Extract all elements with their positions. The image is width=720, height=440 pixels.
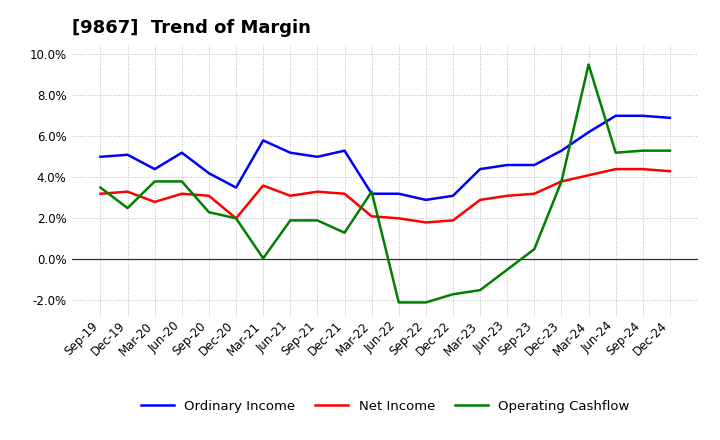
Ordinary Income [557, 148, 566, 153]
Operating Cashflow [503, 267, 511, 272]
Operating Cashflow [421, 300, 430, 305]
Operating Cashflow [665, 148, 674, 153]
Ordinary Income [611, 113, 620, 118]
Ordinary Income [204, 171, 213, 176]
Line: Ordinary Income: Ordinary Income [101, 116, 670, 200]
Operating Cashflow [449, 292, 457, 297]
Legend: Ordinary Income, Net Income, Operating Cashflow: Ordinary Income, Net Income, Operating C… [140, 400, 630, 413]
Net Income [503, 193, 511, 198]
Ordinary Income [665, 115, 674, 121]
Net Income [557, 179, 566, 184]
Operating Cashflow [341, 230, 349, 235]
Net Income [150, 199, 159, 205]
Net Income [639, 166, 647, 172]
Net Income [530, 191, 539, 196]
Net Income [449, 218, 457, 223]
Net Income [395, 216, 403, 221]
Net Income [421, 220, 430, 225]
Ordinary Income [449, 193, 457, 198]
Operating Cashflow [123, 205, 132, 211]
Net Income [665, 169, 674, 174]
Net Income [178, 191, 186, 196]
Line: Operating Cashflow: Operating Cashflow [101, 65, 670, 302]
Operating Cashflow [178, 179, 186, 184]
Ordinary Income [341, 148, 349, 153]
Operating Cashflow [530, 246, 539, 252]
Operating Cashflow [259, 256, 268, 261]
Operating Cashflow [286, 218, 294, 223]
Ordinary Income [178, 150, 186, 155]
Ordinary Income [639, 113, 647, 118]
Ordinary Income [96, 154, 105, 159]
Operating Cashflow [96, 185, 105, 190]
Operating Cashflow [204, 209, 213, 215]
Ordinary Income [286, 150, 294, 155]
Text: [9867]  Trend of Margin: [9867] Trend of Margin [72, 19, 311, 37]
Net Income [584, 172, 593, 178]
Ordinary Income [313, 154, 322, 159]
Operating Cashflow [611, 150, 620, 155]
Ordinary Income [584, 129, 593, 135]
Operating Cashflow [367, 189, 376, 194]
Net Income [96, 191, 105, 196]
Net Income [476, 197, 485, 202]
Ordinary Income [395, 191, 403, 196]
Ordinary Income [150, 166, 159, 172]
Operating Cashflow [395, 300, 403, 305]
Ordinary Income [503, 162, 511, 168]
Operating Cashflow [584, 62, 593, 67]
Ordinary Income [259, 138, 268, 143]
Ordinary Income [123, 152, 132, 158]
Net Income [123, 189, 132, 194]
Net Income [367, 214, 376, 219]
Operating Cashflow [557, 179, 566, 184]
Net Income [341, 191, 349, 196]
Net Income [259, 183, 268, 188]
Net Income [313, 189, 322, 194]
Ordinary Income [530, 162, 539, 168]
Line: Net Income: Net Income [101, 169, 670, 223]
Net Income [204, 193, 213, 198]
Net Income [232, 216, 240, 221]
Ordinary Income [232, 185, 240, 190]
Ordinary Income [421, 197, 430, 202]
Ordinary Income [367, 191, 376, 196]
Net Income [611, 166, 620, 172]
Operating Cashflow [476, 287, 485, 293]
Operating Cashflow [313, 218, 322, 223]
Operating Cashflow [150, 179, 159, 184]
Ordinary Income [476, 166, 485, 172]
Operating Cashflow [639, 148, 647, 153]
Net Income [286, 193, 294, 198]
Operating Cashflow [232, 216, 240, 221]
